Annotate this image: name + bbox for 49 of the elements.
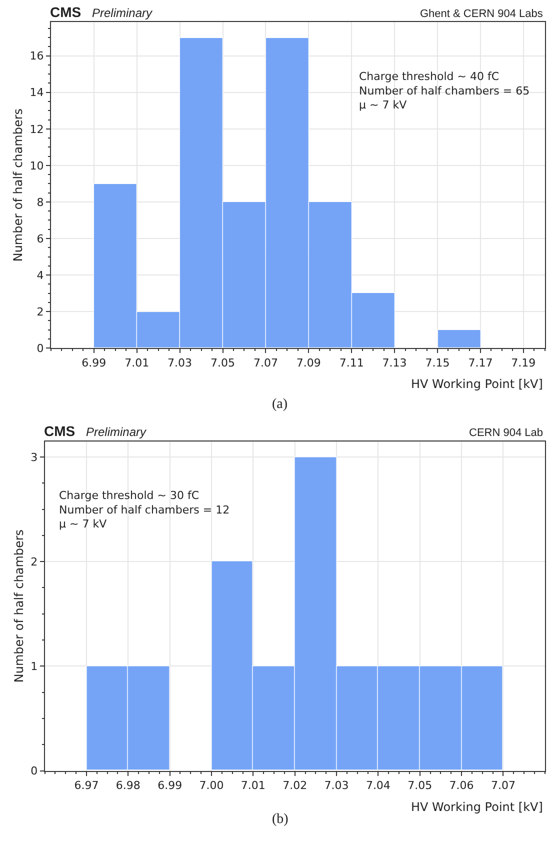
x-tick-label: 6.98 bbox=[116, 778, 140, 792]
y-tick-label: 6 bbox=[36, 232, 44, 246]
y-tick-label: 16 bbox=[30, 50, 44, 63]
chart-subtitle: Preliminary bbox=[86, 425, 148, 439]
y-tick-label: 0 bbox=[30, 764, 38, 778]
text: (b) bbox=[272, 812, 289, 827]
x-axis-title: HV Working Point [kV] bbox=[411, 800, 543, 814]
y-tick-label: 2 bbox=[30, 555, 38, 568]
y-tick-label: 2 bbox=[36, 305, 44, 318]
x-tick-label: 7.06 bbox=[449, 778, 474, 792]
annotation: Charge threshold ~ 30 fC Number of half chambers = 12 μ ~ 7 kV bbox=[59, 489, 230, 531]
annotation: Charge threshold ~ 40 fC Number of half chambers = 65 μ ~ 7 kV bbox=[359, 70, 530, 112]
x-tick-label: 7.03 bbox=[168, 356, 192, 370]
x-tick-label: 7.07 bbox=[253, 356, 278, 370]
chart-subtitle: Preliminary bbox=[92, 6, 154, 20]
x-axis-title: HV Working Point [kV] bbox=[411, 377, 543, 391]
x-tick-label: 7.03 bbox=[324, 778, 349, 792]
x-tick-label: 7.00 bbox=[199, 778, 224, 792]
x-tick-label: 7.09 bbox=[296, 356, 321, 370]
x-tick-label: 7.02 bbox=[282, 778, 308, 792]
y-tick-label: 14 bbox=[30, 86, 44, 100]
x-tick-label: 7.04 bbox=[366, 778, 390, 792]
x-tick-label: 6.99 bbox=[82, 356, 106, 370]
x-tick-label: 7.15 bbox=[425, 356, 450, 370]
x-tick-label: 7.07 bbox=[490, 778, 516, 792]
x-tick-label: 7.05 bbox=[210, 356, 236, 370]
y-tick-label: 0 bbox=[36, 342, 44, 355]
x-tick-label: 7.01 bbox=[124, 356, 150, 370]
y-tick-label: 8 bbox=[36, 196, 44, 209]
x-tick-label: 7.11 bbox=[339, 356, 364, 370]
x-tick-label: 7.17 bbox=[468, 356, 493, 370]
x-tick-label: 7.05 bbox=[408, 778, 432, 792]
x-tick-label: 6.97 bbox=[74, 778, 99, 792]
x-tick-label: 7.13 bbox=[382, 356, 407, 370]
y-tick-label: 4 bbox=[36, 268, 44, 282]
x-tick-label: 7.01 bbox=[240, 778, 266, 792]
y-tick-label: 3 bbox=[30, 450, 38, 464]
text: Ghent & CERN 904 Labs bbox=[420, 8, 544, 20]
y-tick-label: 1 bbox=[30, 660, 38, 674]
chart-title: CMS bbox=[44, 423, 76, 439]
chart-title: CMS bbox=[50, 4, 82, 20]
y-tick-label: 10 bbox=[30, 159, 44, 172]
y-axis-title: Number of half chambers bbox=[12, 529, 26, 683]
text: CERN 904 Lab bbox=[469, 427, 543, 439]
x-tick-label: 6.99 bbox=[158, 778, 182, 792]
x-tick-label: 7.19 bbox=[511, 356, 536, 370]
text: (a) bbox=[272, 397, 288, 412]
y-axis-title: Number of half chambers bbox=[11, 108, 26, 262]
y-tick-label: 12 bbox=[30, 122, 44, 136]
